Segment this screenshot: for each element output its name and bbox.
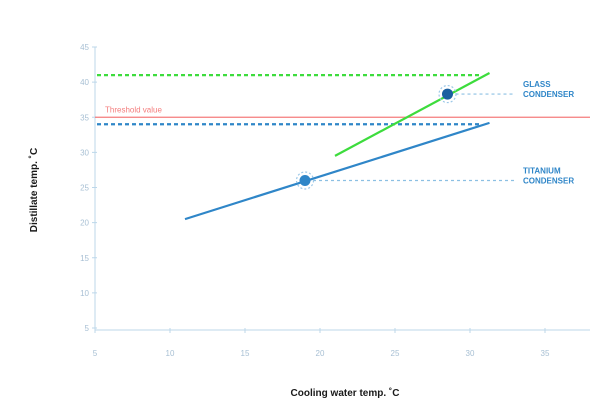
operating-point-halo-glass: [438, 84, 457, 104]
y-axis-title: Distillate temp. ˚C: [28, 148, 40, 232]
y-tick-label: 10: [80, 289, 89, 298]
y-tick-label: 5: [85, 324, 90, 333]
x-tick-label: 5: [93, 349, 98, 358]
x-tick-label: 15: [241, 349, 250, 358]
x-tick-label: 25: [391, 349, 400, 358]
x-tick-label: 20: [316, 349, 325, 358]
operating-point-halo-titanium: [295, 171, 315, 190]
series-label-titanium: TITANIUM: [523, 166, 561, 175]
series-line-glass: [334, 72, 491, 157]
series-layer: [184, 72, 515, 221]
series-line-titanium: [184, 121, 490, 221]
reference-lines: Threshold value: [95, 73, 590, 126]
y-tick-label: 15: [80, 254, 89, 263]
grid-layer: 5 10 15 20 25 30 35 40 45 5 10 15 20 25 30 35: [80, 43, 590, 358]
y-tick-label: 40: [80, 78, 89, 87]
y-tick-label: 45: [80, 43, 89, 52]
x-tick-label: 35: [541, 349, 550, 358]
x-tick-label: 30: [466, 349, 475, 358]
operating-point-titanium: [299, 174, 311, 186]
threshold-label: Threshold value: [105, 105, 162, 114]
series-label-line2-glass: CONDENSER: [523, 90, 574, 99]
y-tick-label: 30: [80, 148, 89, 157]
series-label-line2-titanium: CONDENSER: [523, 176, 574, 185]
x-tick-label: 10: [166, 349, 175, 358]
x-axis-title: Cooling water temp. ˚C: [291, 387, 400, 399]
y-tick-label: 20: [80, 219, 89, 228]
operating-point-glass: [442, 88, 453, 100]
y-tick-label: 35: [80, 113, 89, 122]
y-tick-label: 25: [80, 184, 89, 193]
series-label-glass: GLASS: [523, 80, 551, 89]
